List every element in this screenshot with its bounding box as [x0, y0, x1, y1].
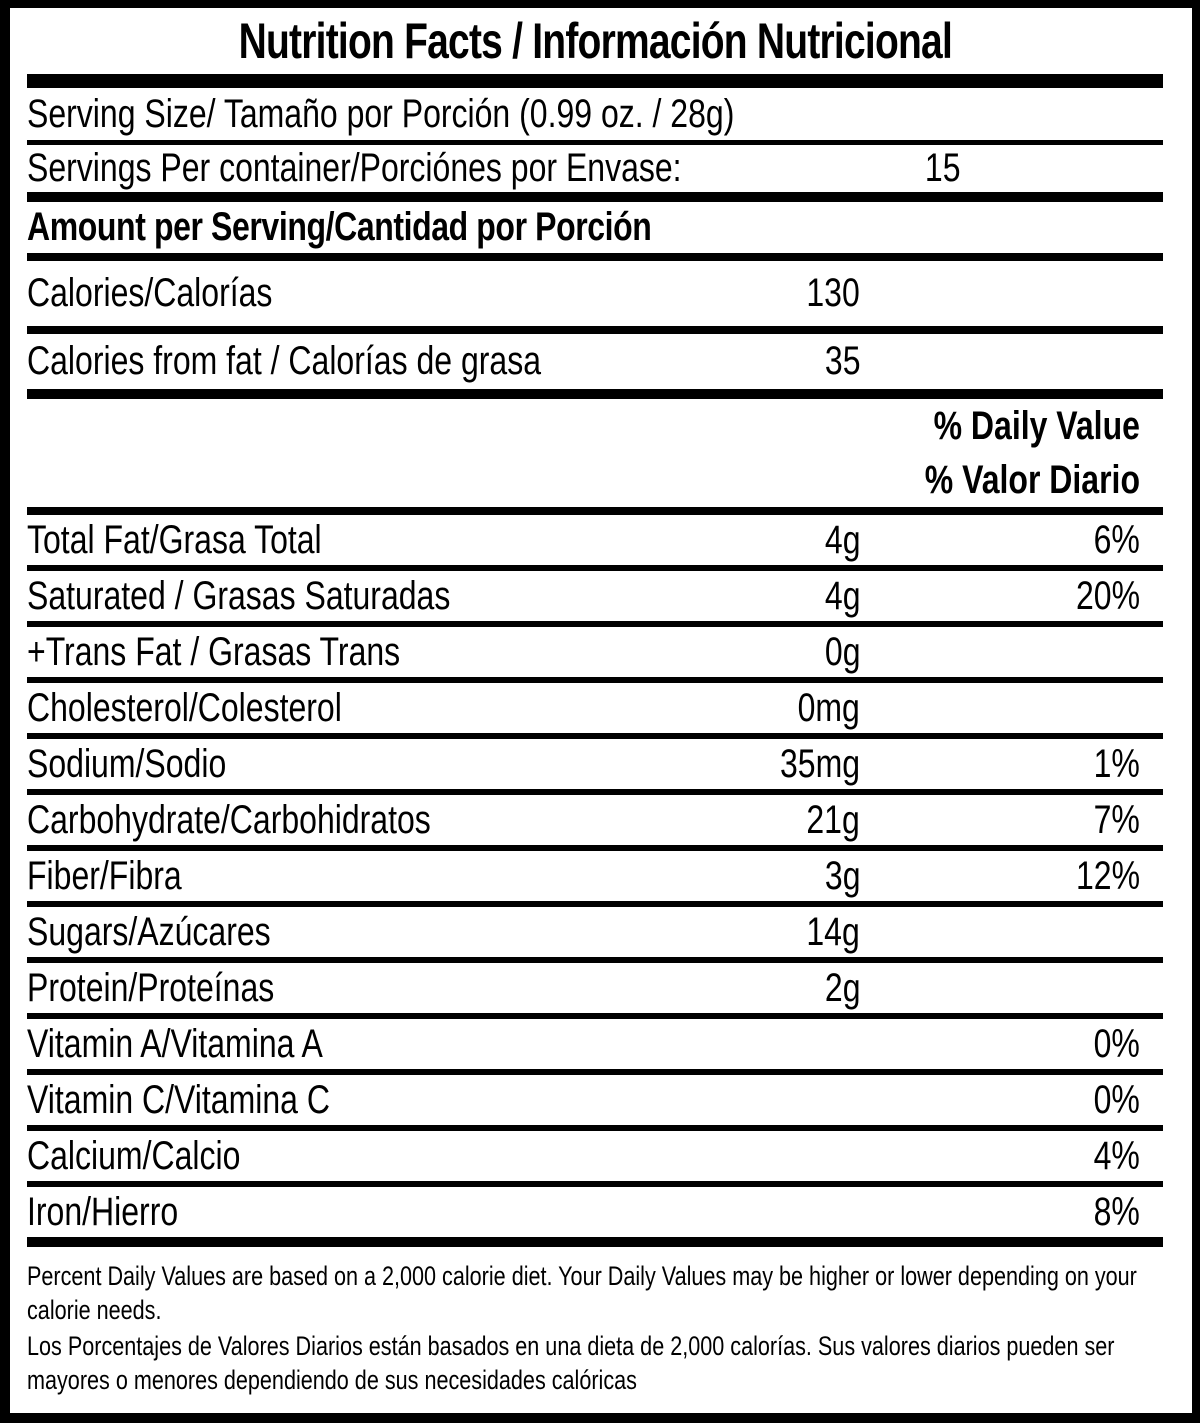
nutrient-amount: 0g	[824, 629, 860, 674]
nutrient-daily-value: 4%	[1093, 1133, 1140, 1178]
nutrient-label: Calcium/Calcio	[27, 1133, 241, 1178]
label-title-text: Nutrition Facts / Información Nutriciona…	[238, 13, 952, 69]
nutrient-daily-value: 1%	[1093, 741, 1140, 786]
nutrient-label: Protein/Proteínas	[27, 965, 275, 1010]
nutrient-daily-value: 0%	[1093, 1021, 1140, 1066]
nutrient-label: Iron/Hierro	[27, 1189, 179, 1234]
nutrient-row-trans-fat: +Trans Fat / Grasas Trans 0g	[27, 627, 1163, 683]
nutrient-daily-value	[860, 630, 1163, 675]
footnote-spanish: Los Porcentajes de Valores Diarios están…	[27, 1331, 1115, 1395]
nutrient-label: Total Fat/Grasa Total	[27, 517, 322, 562]
calories-label: Calories/Calorías	[27, 271, 273, 315]
daily-value-header-es: % Valor Diario	[924, 457, 1140, 502]
nutrient-amount	[680, 1078, 860, 1123]
calories-row: Calories/Calorías 130	[27, 261, 1163, 334]
nutrient-row-cholesterol: Cholesterol/Colesterol 0mg	[27, 683, 1163, 739]
nutrient-amount	[680, 1022, 860, 1067]
serving-size-label: Serving Size/ Tamaño por Porción (0.99 o…	[27, 91, 735, 136]
nutrient-row-fiber: Fiber/Fibra 3g 12%	[27, 851, 1163, 907]
nutrient-amount: 21g	[806, 797, 860, 842]
nutrient-amount: 2g	[824, 965, 860, 1010]
nutrient-row-total-fat: Total Fat/Grasa Total 4g 6%	[27, 515, 1163, 571]
nutrient-daily-value: 8%	[1093, 1189, 1140, 1234]
nutrient-amount: 3g	[824, 853, 860, 898]
nutrient-label: Fiber/Fibra	[27, 853, 182, 898]
nutrient-row-protein: Protein/Proteínas 2g	[27, 963, 1163, 1019]
nutrient-row-sugars: Sugars/Azúcares 14g	[27, 907, 1163, 963]
nutrient-label: Vitamin A/Vitamina A	[27, 1021, 323, 1066]
nutrient-daily-value: 0%	[1093, 1077, 1140, 1122]
nutrient-row-saturated-fat: Saturated / Grasas Saturadas 4g 20%	[27, 571, 1163, 627]
title-separator-bar	[27, 74, 1163, 88]
nutrient-daily-value	[860, 966, 1163, 1011]
nutrient-label: Vitamin C/Vitamina C	[27, 1077, 330, 1122]
amount-per-serving-header-row: Amount per Serving/Cantidad por Porción	[27, 202, 1163, 261]
nutrient-amount: 35mg	[779, 741, 860, 786]
nutrient-amount	[680, 1134, 860, 1179]
nutrient-row-carbohydrate: Carbohydrate/Carbohidratos 21g 7%	[27, 795, 1163, 851]
nutrient-label: Carbohydrate/Carbohidratos	[27, 797, 431, 842]
footnotes: Percent Daily Values are based on a 2,00…	[27, 1247, 1163, 1397]
nutrient-row-vitamin-c: Vitamin C/Vitamina C 0%	[27, 1075, 1163, 1131]
calories-from-fat-label: Calories from fat / Calorías de grasa	[27, 339, 541, 383]
servings-per-container-label: Servings Per container/Porciónes por Env…	[27, 146, 682, 190]
nutrient-row-sodium: Sodium/Sodio 35mg 1%	[27, 739, 1163, 795]
nutrient-label: Sodium/Sodio	[27, 741, 227, 786]
calories-from-fat-value: 35	[824, 339, 860, 383]
nutrient-amount	[680, 1190, 860, 1235]
nutrient-daily-value: 6%	[1093, 517, 1140, 562]
label-title: Nutrition Facts / Información Nutriciona…	[27, 8, 1163, 74]
nutrient-amount: 0mg	[797, 685, 860, 730]
label-content: Nutrition Facts / Información Nutriciona…	[27, 8, 1163, 1397]
calories-from-fat-row: Calories from fat / Calorías de grasa 35	[27, 334, 1163, 399]
nutrient-row-iron: Iron/Hierro 8%	[27, 1187, 1163, 1247]
calories-value: 130	[806, 271, 860, 315]
nutrient-daily-value	[860, 910, 1163, 955]
daily-value-header-block: % Daily Value % Valor Diario	[27, 399, 1163, 515]
footnote-english: Percent Daily Values are based on a 2,00…	[27, 1261, 1137, 1325]
serving-size-row: Serving Size/ Tamaño por Porción (0.99 o…	[27, 88, 1163, 145]
nutrient-label: Saturated / Grasas Saturadas	[27, 573, 451, 618]
servings-per-container-value: 15	[924, 146, 961, 190]
daily-value-header-en: % Daily Value	[933, 403, 1140, 448]
nutrient-daily-value: 12%	[1075, 853, 1140, 898]
nutrient-amount: 4g	[824, 517, 860, 562]
nutrient-row-vitamin-a: Vitamin A/Vitamina A 0%	[27, 1019, 1163, 1075]
nutrient-daily-value: 7%	[1093, 797, 1140, 842]
nutrient-daily-value	[860, 686, 1163, 731]
nutrient-label: Cholesterol/Colesterol	[27, 685, 342, 730]
nutrient-amount: 4g	[824, 573, 860, 618]
nutrient-row-calcium: Calcium/Calcio 4%	[27, 1131, 1163, 1187]
nutrient-daily-value: 20%	[1075, 573, 1140, 618]
nutrient-amount: 14g	[806, 909, 860, 954]
amount-per-serving-header: Amount per Serving/Cantidad por Porción	[27, 205, 652, 249]
nutrient-label: +Trans Fat / Grasas Trans	[27, 629, 401, 674]
nutrient-label: Sugars/Azúcares	[27, 909, 271, 954]
servings-per-container-row: Servings Per container/Porciónes por Env…	[27, 145, 1163, 202]
